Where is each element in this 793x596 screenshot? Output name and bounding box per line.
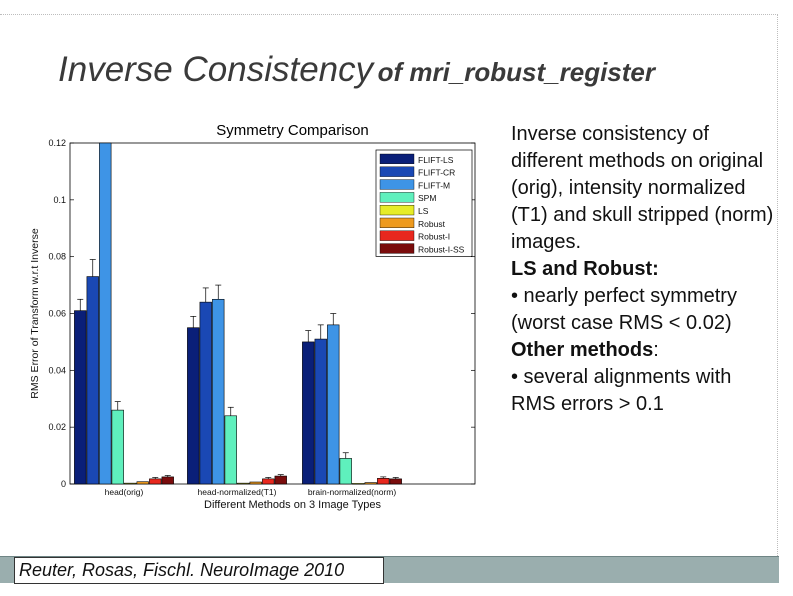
y-tick-label: 0.08 bbox=[48, 252, 66, 262]
bar-flift-m-1 bbox=[212, 298, 225, 485]
legend-label-robust-i-ss: Robust-I-SS bbox=[418, 244, 465, 254]
bar-robust-i-1 bbox=[262, 478, 275, 485]
citation: Reuter, Rosas, Fischl. NeuroImage 2010 bbox=[14, 557, 384, 584]
legend-swatch-robust-i bbox=[379, 230, 415, 241]
bar-flift-m-0 bbox=[99, 142, 112, 485]
bar-ls-1 bbox=[237, 482, 250, 485]
bar-robust-0 bbox=[136, 481, 149, 485]
legend-label-robust-i: Robust-I bbox=[418, 232, 450, 242]
bar-flift-ls-2 bbox=[302, 341, 315, 485]
legend-swatch-robust-i-ss bbox=[379, 243, 415, 254]
x-tick-label: head-normalized(T1) bbox=[198, 487, 277, 497]
y-tick-label: 0.06 bbox=[48, 309, 66, 319]
bar-ls-0 bbox=[124, 482, 137, 485]
legend-label-flift-m: FLIFT-M bbox=[418, 180, 450, 190]
chart-title: Symmetry Comparison bbox=[216, 122, 369, 139]
legend-swatch-robust bbox=[379, 217, 415, 229]
heading-other-methods: Other methods bbox=[511, 339, 654, 361]
slide-frame bbox=[0, 14, 778, 582]
y-tick-label: 0 bbox=[61, 479, 66, 489]
legend-swatch-spm bbox=[379, 192, 415, 203]
legend-label-ls: LS bbox=[418, 206, 429, 216]
bar-robust-1 bbox=[249, 481, 262, 485]
bar-flift-cr-2 bbox=[314, 338, 327, 485]
bar-flift-ls-1 bbox=[187, 327, 200, 485]
bar-robust-2 bbox=[364, 482, 377, 485]
bar-spm-2 bbox=[339, 458, 352, 485]
bar-flift-cr-1 bbox=[199, 301, 212, 485]
paragraph-inverse-consistency: Inverse consistency of different methods… bbox=[511, 123, 774, 253]
legend-swatch-flift-ls bbox=[379, 153, 415, 165]
heading-other-methods-colon: : bbox=[653, 339, 659, 361]
bar-flift-ls-0 bbox=[74, 310, 87, 485]
bullet-several-alignments: • several alignments with RMS errors > 0… bbox=[511, 366, 732, 415]
slide-title: Inverse Consistency of mri_robust_regist… bbox=[58, 50, 655, 90]
legend-label-robust: Robust bbox=[418, 219, 446, 229]
legend-label-flift-cr: FLIFT-CR bbox=[418, 168, 455, 178]
y-tick-label: 0.1 bbox=[53, 195, 66, 205]
bar-robust-i-ss-0 bbox=[161, 476, 174, 485]
chart-svg: 0 0.02 0.04 0.06 0.08 0.1 0.12 head(orig) head-n… bbox=[29, 122, 476, 511]
y-tick-label: 0.04 bbox=[48, 365, 66, 375]
bar-spm-1 bbox=[224, 415, 237, 485]
bar-spm-0 bbox=[111, 409, 124, 485]
bar-flift-cr-0 bbox=[86, 276, 99, 485]
bar-robust-i-ss-1 bbox=[274, 475, 287, 485]
legend-label-spm: SPM bbox=[418, 193, 436, 203]
heading-ls-robust: LS and Robust: bbox=[511, 258, 659, 280]
bar-robust-i-0 bbox=[149, 478, 162, 485]
slide-title-main: Inverse Consistency bbox=[58, 50, 374, 89]
legend-label-flift-ls: FLIFT-LS bbox=[418, 155, 454, 165]
y-tick-label: 0.02 bbox=[48, 422, 66, 432]
x-axis-label: Different Methods on 3 Image Types bbox=[204, 499, 381, 511]
bullet-nearly-perfect: • nearly perfect symmetry (worst case RM… bbox=[511, 285, 737, 334]
bar-robust-i-2 bbox=[377, 478, 390, 485]
y-tick-label: 0.12 bbox=[48, 138, 66, 148]
y-axis-label: RMS Error of Transform w.r.t Inverse bbox=[29, 228, 41, 399]
symmetry-chart: 0 0.02 0.04 0.06 0.08 0.1 0.12 head(orig) head-n… bbox=[20, 116, 500, 516]
bar-ls-2 bbox=[352, 483, 365, 485]
body-text: Inverse consistency of different methods… bbox=[511, 121, 781, 418]
legend-swatch-ls bbox=[379, 204, 415, 216]
legend-swatch-flift-m bbox=[379, 179, 415, 190]
bar-flift-m-2 bbox=[327, 324, 340, 485]
x-tick-label: brain-normalized(norm) bbox=[308, 487, 397, 497]
legend-swatch-flift-cr bbox=[379, 166, 415, 177]
slide-title-sub: of mri_robust_register bbox=[377, 57, 655, 87]
x-tick-label: head(orig) bbox=[105, 487, 144, 497]
bar-robust-i-ss-2 bbox=[389, 478, 402, 485]
